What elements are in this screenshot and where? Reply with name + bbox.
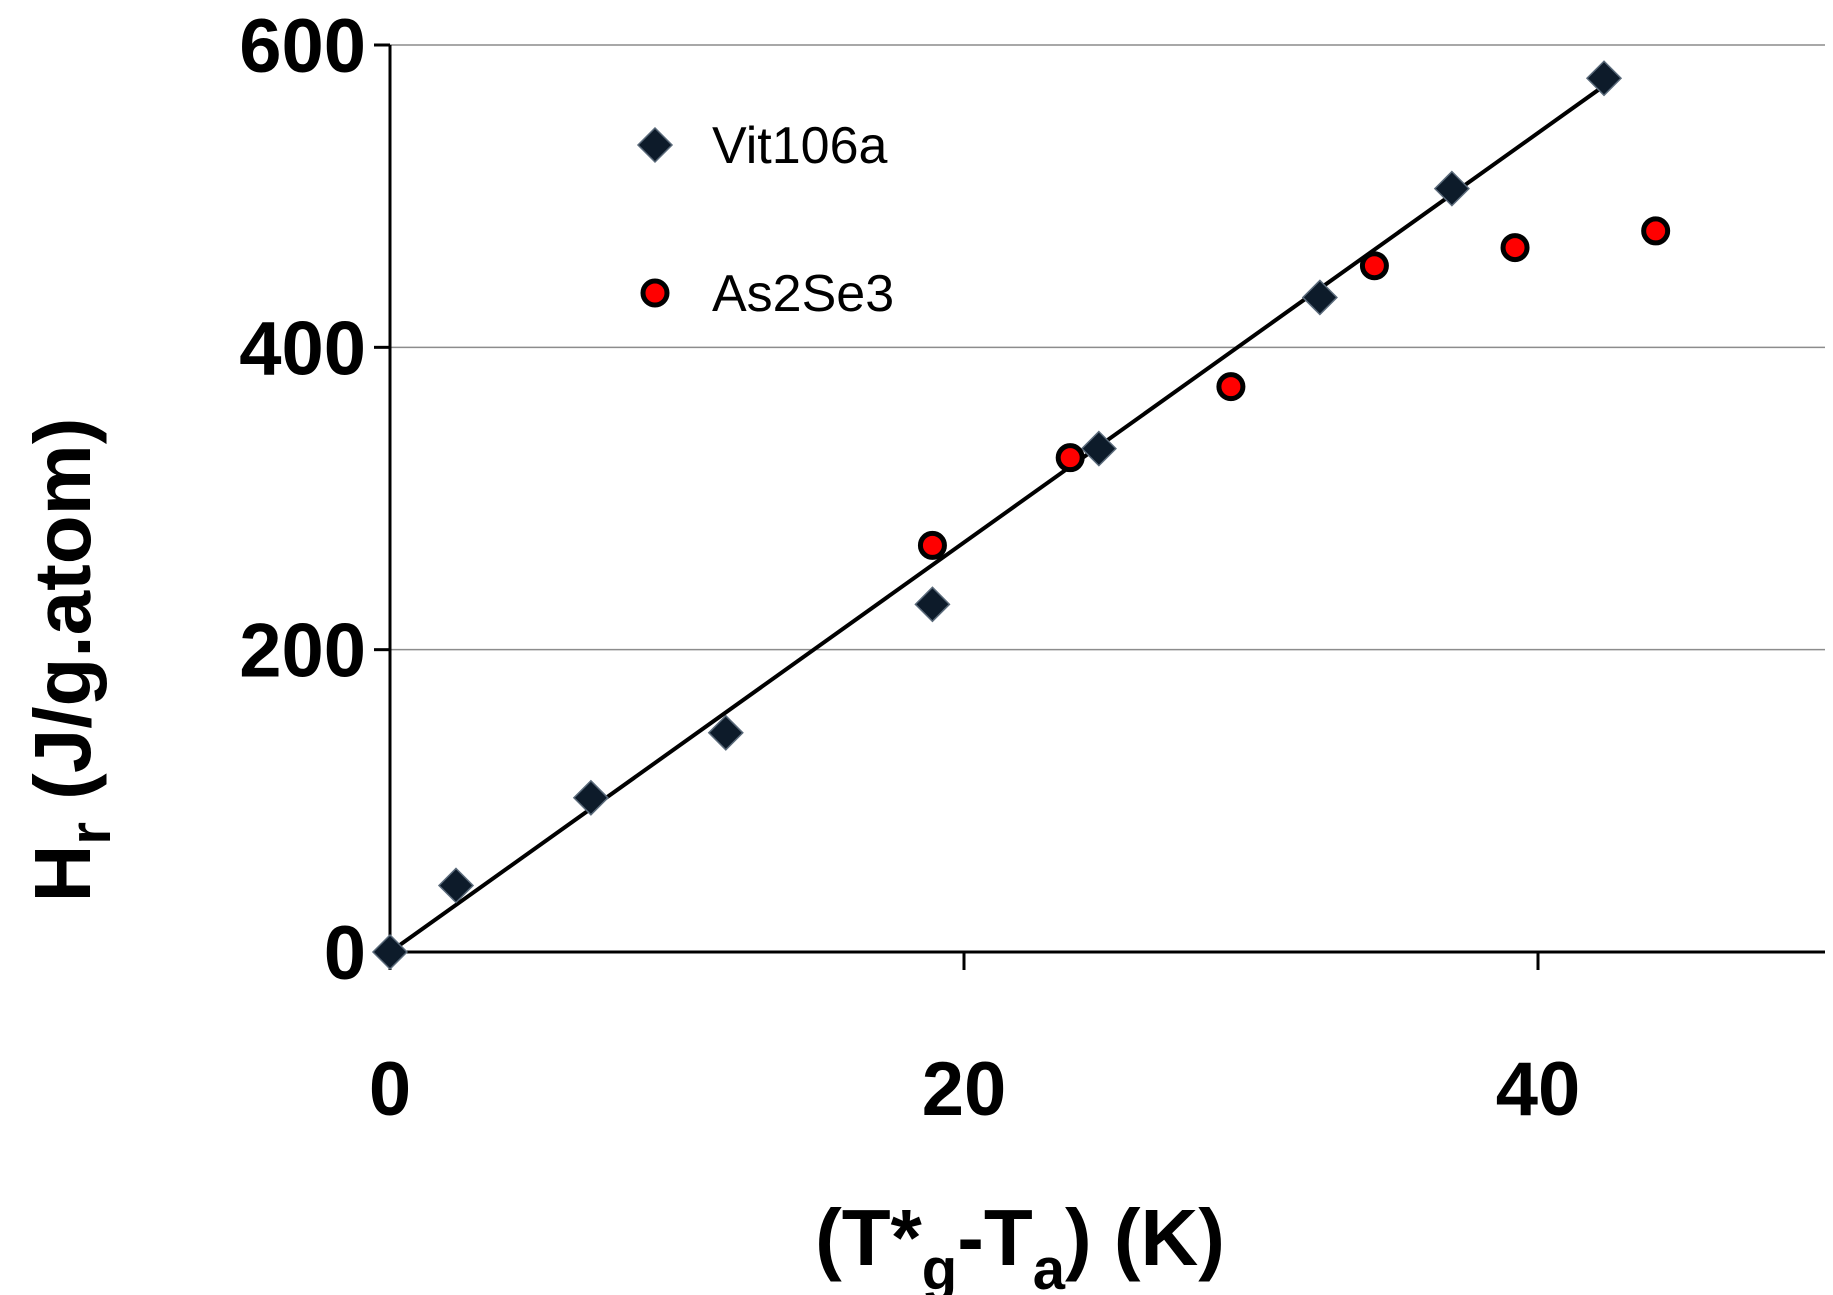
data-point-as2se3 xyxy=(1500,233,1530,263)
legend-marker-as2se3 xyxy=(640,278,670,308)
data-point-as2se3 xyxy=(917,530,947,560)
legend: Vit106a As2Se3 xyxy=(636,117,894,323)
fit-line xyxy=(388,84,1606,954)
y-tick-label: 0 xyxy=(324,911,366,996)
x-tick-label: 40 xyxy=(1496,1047,1581,1132)
y-axis-title: Hr (J/g.atom) xyxy=(18,418,123,903)
x-axis-title-part: -T xyxy=(957,1193,1033,1282)
y-axis-title-part: H xyxy=(18,845,107,903)
axes xyxy=(374,43,1825,970)
data-point-vit106a xyxy=(371,933,409,971)
legend-label-as2se3: As2Se3 xyxy=(712,265,894,323)
y-tick-label: 200 xyxy=(239,609,366,694)
data-point-vit106a xyxy=(1433,170,1470,207)
x-axis-title: (T*g-Ta) (K) xyxy=(815,1193,1225,1295)
data-point-vit106a xyxy=(1585,60,1623,97)
legend-marker-vit106a xyxy=(636,126,674,164)
x-axis-title-part: a xyxy=(1033,1237,1066,1295)
y-tick-label: 400 xyxy=(239,306,366,391)
data-points xyxy=(371,60,1671,971)
gridlines xyxy=(390,44,1825,651)
data-point-vit106a xyxy=(572,779,609,816)
fit-line-layer xyxy=(388,84,1606,954)
data-point-vit106a xyxy=(707,714,744,751)
y-tick-label: 600 xyxy=(239,4,366,89)
data-point-vit106a xyxy=(1080,430,1117,467)
y-axis-title-part: r xyxy=(58,822,123,845)
data-point-as2se3 xyxy=(1216,372,1246,402)
data-point-vit106a xyxy=(437,867,475,904)
data-point-vit106a xyxy=(914,586,951,623)
y-axis-title-part: (J/g.atom) xyxy=(18,418,107,822)
x-axis-title-part: ) (K) xyxy=(1065,1193,1225,1282)
x-tick-label: 20 xyxy=(922,1047,1007,1132)
data-point-as2se3 xyxy=(1641,216,1671,246)
data-point-as2se3 xyxy=(1359,251,1389,281)
data-point-as2se3 xyxy=(1055,443,1085,473)
x-axis-title-part: (T* xyxy=(815,1193,923,1282)
legend-label-vit106a: Vit106a xyxy=(712,117,888,175)
data-point-vit106a xyxy=(1301,279,1338,316)
x-axis-title-part: g xyxy=(922,1237,957,1295)
x-tick-label: 0 xyxy=(369,1047,411,1132)
axis-labels: 0 200 400 600 0 20 40 (T*g-Ta) (K) Hr (J/g.atom) xyxy=(18,4,1580,1295)
